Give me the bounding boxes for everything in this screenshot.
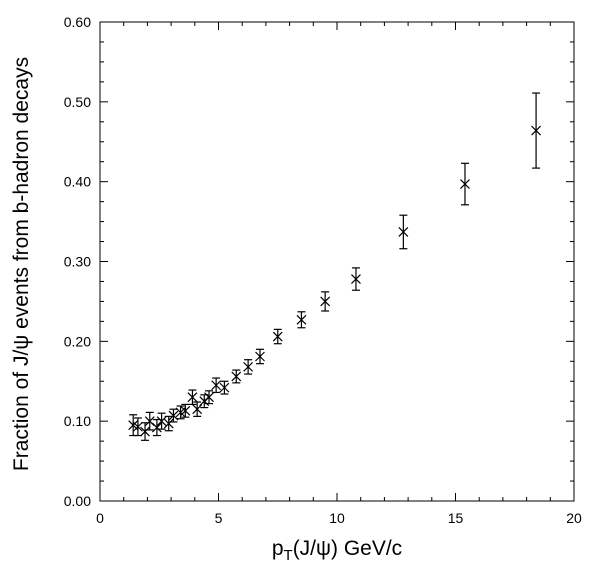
y-tick-label: 0.30 — [64, 254, 91, 270]
x-marker-stroke-2 — [460, 179, 470, 189]
data-point — [211, 377, 222, 394]
x-marker-stroke-2 — [204, 392, 214, 403]
data-point — [168, 408, 179, 423]
data-point — [192, 401, 203, 417]
y-axis-title: Fraction of J/ψ events from b-hadron dec… — [10, 57, 33, 471]
x-marker-stroke-2 — [243, 361, 254, 372]
y-tick-label: 0.40 — [64, 174, 91, 190]
data-point — [187, 389, 198, 406]
x-marker-stroke-2 — [219, 382, 230, 393]
x-marker-stroke-2 — [531, 125, 542, 136]
y-tick-label: 0.20 — [64, 333, 91, 349]
data-point — [460, 162, 470, 206]
x-marker-stroke-2 — [320, 296, 331, 307]
data-point — [163, 415, 174, 432]
y-tick-label: 0.10 — [64, 413, 91, 429]
data-point — [272, 328, 283, 345]
data-point — [151, 418, 162, 437]
x-axis-title-subscript: T — [284, 547, 293, 564]
x-marker-stroke-2 — [180, 405, 191, 416]
data-point — [132, 417, 143, 437]
x-marker-stroke-2 — [163, 418, 174, 429]
x-marker-stroke-2 — [187, 392, 198, 403]
data-point — [156, 412, 167, 430]
x-marker-stroke-2 — [144, 416, 155, 427]
y-tick-label: 0.60 — [64, 14, 91, 30]
x-marker-stroke-2 — [132, 421, 143, 432]
x-marker-stroke-2 — [156, 416, 167, 427]
data-point — [398, 214, 409, 250]
data-point — [255, 348, 265, 365]
x-marker-stroke-2 — [192, 404, 203, 415]
x-tick-label: 5 — [215, 510, 223, 526]
axis-ticks — [99, 21, 575, 502]
x-axis-title: pT(J/ψ) GeV/c — [272, 537, 402, 564]
plot-frame — [99, 21, 575, 502]
data-point — [531, 92, 542, 169]
axis-tick-labels: 0 5 10 15 20 0.00 0.10 0.20 0.30 0.40 0.50 0.60 — [64, 14, 582, 526]
data-point — [351, 267, 361, 291]
data-point — [296, 311, 307, 329]
x-marker-stroke-2 — [255, 351, 265, 362]
x-marker-stroke-2 — [128, 420, 139, 431]
data-point — [180, 403, 191, 418]
x-marker-stroke-2 — [211, 380, 222, 391]
y-tick-label: 0.50 — [64, 94, 91, 110]
data-point — [231, 369, 242, 384]
y-tick-label: 0.00 — [64, 493, 91, 509]
data-point — [243, 359, 254, 375]
data-point — [219, 380, 230, 395]
x-axis-title-main: p — [272, 537, 284, 560]
data-point — [204, 390, 214, 405]
x-marker-stroke-2 — [231, 371, 242, 382]
x-tick-label: 20 — [566, 510, 582, 526]
x-marker-stroke-2 — [296, 314, 307, 325]
data-point — [140, 422, 150, 441]
x-marker-stroke-2 — [398, 227, 409, 237]
x-marker-stroke-2 — [151, 422, 162, 433]
x-marker-stroke-2 — [140, 426, 150, 437]
x-tick-label: 10 — [329, 510, 345, 526]
data-point — [320, 291, 331, 312]
x-tick-label: 15 — [448, 510, 464, 526]
x-marker-stroke-2 — [272, 331, 283, 342]
x-tick-label: 0 — [96, 510, 104, 526]
data-points — [128, 92, 542, 441]
x-axis-title-rest: (J/ψ) GeV/c — [293, 537, 402, 560]
x-marker-stroke-2 — [168, 410, 179, 421]
data-point — [144, 411, 155, 431]
x-marker-stroke-2 — [351, 274, 361, 284]
